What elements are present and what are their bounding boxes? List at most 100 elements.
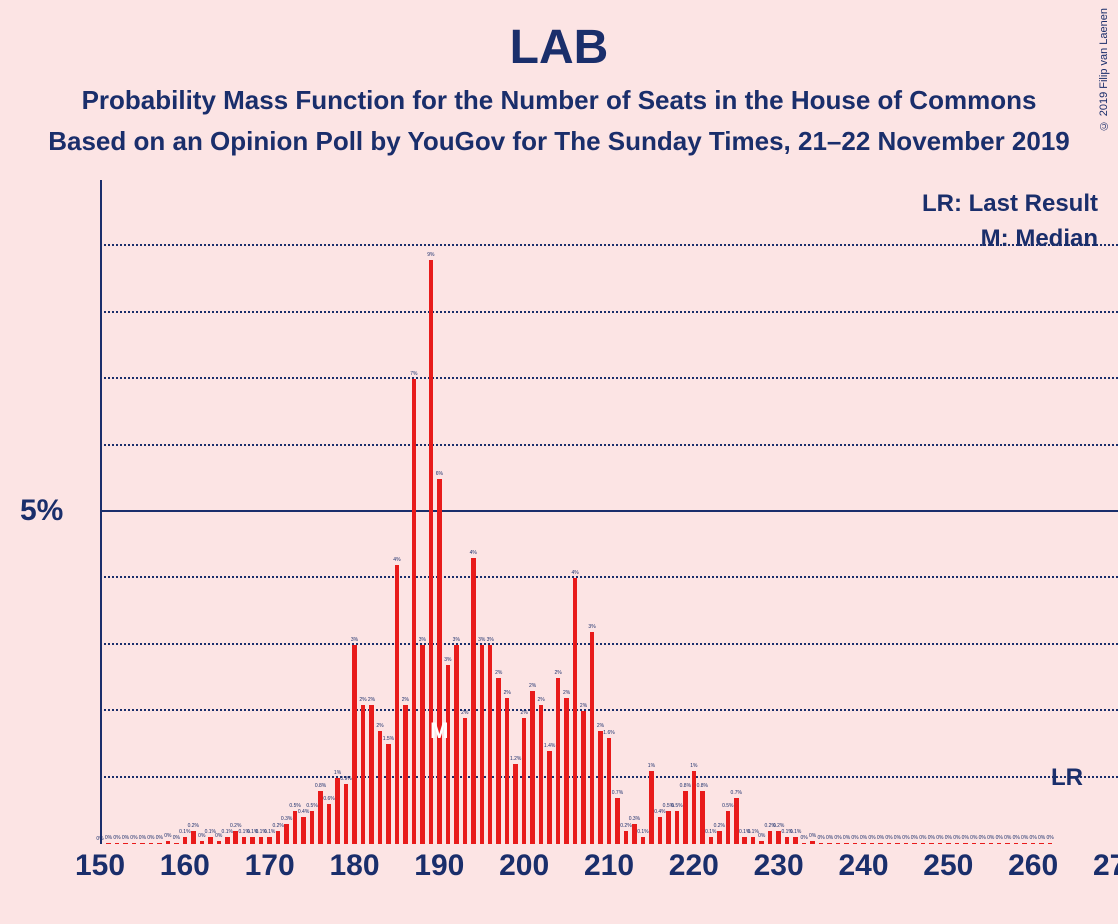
bar-value-label: 0% <box>105 835 112 841</box>
bar-value-label: 0% <box>843 835 850 841</box>
pmf-bar <box>666 811 671 844</box>
bar-value-label: 0% <box>164 833 171 839</box>
bar-value-label: 0% <box>1013 835 1020 841</box>
bar-value-label: 3% <box>487 637 494 643</box>
pmf-bar <box>233 831 238 844</box>
pmf-bar <box>420 645 425 844</box>
plot-area: 0%0%0%0%0%0%0%0%0%0%0.1%0.2%0%0.1%0%0.1%… <box>100 180 1118 844</box>
pmf-bar <box>742 837 747 844</box>
bar-value-label: 0% <box>970 835 977 841</box>
pmf-bar <box>751 837 756 844</box>
bar-value-label: 0% <box>987 835 994 841</box>
pmf-bar <box>590 632 595 844</box>
pmf-bar <box>675 811 680 844</box>
pmf-bar <box>454 645 459 844</box>
bar-value-label: 0% <box>122 835 129 841</box>
pmf-bar <box>276 831 281 844</box>
gridline <box>100 643 1118 645</box>
bar-value-label: 0% <box>911 835 918 841</box>
bar-value-label: 2% <box>538 697 545 703</box>
bar-value-label: 0% <box>826 835 833 841</box>
x-tick-label: 200 <box>499 849 549 883</box>
bar-value-label: 2% <box>359 697 366 703</box>
bar-value-label: 0% <box>1021 835 1028 841</box>
bar-value-label: 9% <box>427 252 434 258</box>
pmf-bar <box>225 837 230 844</box>
pmf-bar <box>547 751 552 844</box>
pmf-bar <box>403 705 408 844</box>
pmf-bar <box>335 778 340 844</box>
bar-value-label: 3% <box>588 624 595 630</box>
bar-value-label: 0% <box>113 835 120 841</box>
gridline <box>100 510 1118 512</box>
bar-value-label: 0.8% <box>315 783 326 789</box>
pmf-bar <box>488 645 493 844</box>
x-tick-label: 220 <box>669 849 719 883</box>
chart-subtitle-1: Probability Mass Function for the Number… <box>0 85 1118 116</box>
pmf-bar <box>284 824 289 844</box>
pmf-bar <box>598 731 603 844</box>
bar-value-label: 0% <box>885 835 892 841</box>
pmf-bar <box>344 784 349 844</box>
pmf-bar <box>717 831 722 844</box>
x-tick-label: 190 <box>414 849 464 883</box>
bar-value-label: 0.2% <box>272 823 283 829</box>
pmf-bar <box>446 665 451 844</box>
bar-value-label: 0.8% <box>680 783 691 789</box>
pmf-bar <box>386 744 391 844</box>
bar-value-label: 0.3% <box>629 816 640 822</box>
pmf-bar <box>250 837 255 844</box>
bar-value-label: 0.2% <box>620 823 631 829</box>
pmf-bar <box>700 791 705 844</box>
bar-value-label: 0.1% <box>705 829 716 835</box>
bar-value-label: 0% <box>173 835 180 841</box>
bar-value-label: 0% <box>996 835 1003 841</box>
bar-value-label: 1.5% <box>383 736 394 742</box>
bar-value-label: 4% <box>470 550 477 556</box>
bar-value-label: 0.1% <box>637 829 648 835</box>
bar-value-label: 0.3% <box>281 816 292 822</box>
x-tick-label: 150 <box>75 849 125 883</box>
pmf-bar <box>208 837 213 844</box>
bar-value-label: 2% <box>461 710 468 716</box>
pmf-bar <box>183 837 188 844</box>
bar-value-label: 7% <box>410 371 417 377</box>
bar-value-label: 0.6% <box>323 796 334 802</box>
pmf-bar <box>513 764 518 844</box>
pmf-bar <box>242 837 247 844</box>
bar-value-label: 2% <box>376 723 383 729</box>
y-axis-label: 5% <box>20 494 63 528</box>
gridline <box>100 377 1118 379</box>
gridline <box>100 576 1118 578</box>
bar-value-label: 0% <box>979 835 986 841</box>
pmf-bar <box>327 804 332 844</box>
bar-value-label: 0% <box>147 835 154 841</box>
bar-value-label: 0% <box>758 833 765 839</box>
bar-value-label: 0.5% <box>722 803 733 809</box>
pmf-bar <box>429 260 434 844</box>
bar-value-label: 0% <box>130 835 137 841</box>
bar-value-label: 0% <box>817 835 824 841</box>
bar-value-label: 3% <box>351 637 358 643</box>
bar-value-label: 0.1% <box>179 829 190 835</box>
x-axis-labels: 150160170180190200210220230240250260270 <box>100 844 1118 894</box>
pmf-bar <box>480 645 485 844</box>
pmf-bar <box>556 678 561 844</box>
bar-value-label: 3% <box>478 637 485 643</box>
pmf-bar <box>318 791 323 844</box>
bar-value-label: 0.2% <box>714 823 725 829</box>
bar-value-label: 4% <box>393 557 400 563</box>
pmf-bar <box>615 798 620 844</box>
chart-subtitle-2: Based on an Opinion Poll by YouGov for T… <box>0 126 1118 157</box>
pmf-bar <box>768 831 773 844</box>
bar-value-label: 0% <box>919 835 926 841</box>
x-tick-label: 210 <box>584 849 634 883</box>
pmf-bar <box>581 711 586 844</box>
pmf-bar <box>607 738 612 844</box>
bar-value-label: 0.1% <box>264 829 275 835</box>
bar-value-label: 0.4% <box>298 809 309 815</box>
bar-value-label: 4% <box>571 570 578 576</box>
pmf-bar <box>471 558 476 844</box>
bar-value-label: 1% <box>648 763 655 769</box>
gridline <box>100 709 1118 711</box>
